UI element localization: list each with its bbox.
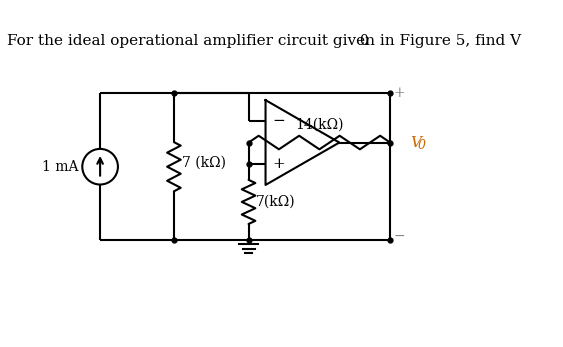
Text: 0: 0: [359, 34, 368, 48]
Text: +: +: [272, 157, 285, 171]
Text: .: .: [364, 34, 369, 48]
Text: −: −: [272, 114, 285, 128]
Text: −: −: [394, 229, 405, 243]
Text: 0: 0: [417, 139, 426, 152]
Text: For the ideal operational amplifier circuit given in Figure 5, find V: For the ideal operational amplifier circ…: [7, 34, 521, 48]
Text: V: V: [410, 136, 421, 150]
Text: 7(kΩ): 7(kΩ): [256, 195, 296, 209]
Text: +: +: [394, 86, 405, 100]
Text: 1 mA: 1 mA: [42, 160, 79, 174]
Text: 7 (kΩ): 7 (kΩ): [182, 155, 226, 169]
Text: 14(kΩ): 14(kΩ): [295, 118, 343, 132]
